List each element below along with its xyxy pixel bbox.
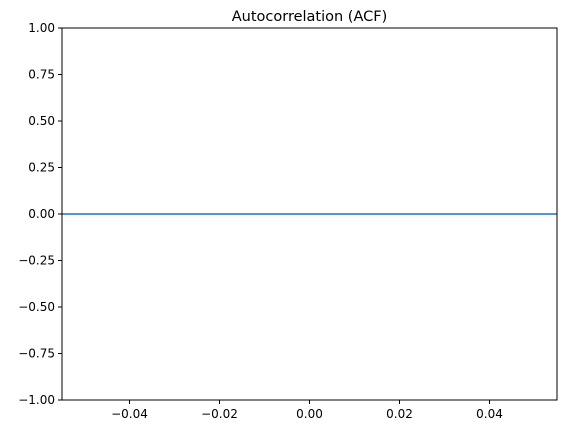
y-axis: 1.00 0.75 0.50 0.25 0.00 −0.25 −0.50 −0.75 −1.00 (18, 21, 62, 407)
y-tick-label: −0.25 (18, 254, 55, 268)
x-tick-label: −0.02 (201, 407, 238, 421)
chart-title: Autocorrelation (ACF) (232, 9, 388, 25)
x-tick-label: −0.04 (111, 407, 148, 421)
y-tick-label: 0.75 (28, 68, 55, 82)
x-tick-label: 0.04 (476, 407, 503, 421)
x-tick-label: 0.00 (296, 407, 323, 421)
y-tick-label: 0.50 (28, 114, 55, 128)
y-tick-label: 1.00 (28, 21, 55, 35)
y-tick-label: −0.75 (18, 347, 55, 361)
y-tick-label: −0.50 (18, 300, 55, 314)
y-tick-label: 0.25 (28, 161, 55, 175)
y-tick-label: 0.00 (28, 207, 55, 221)
x-axis: −0.04 −0.02 0.00 0.02 0.04 (111, 400, 503, 421)
y-tick-label: −1.00 (18, 393, 55, 407)
x-tick-label: 0.02 (386, 407, 413, 421)
